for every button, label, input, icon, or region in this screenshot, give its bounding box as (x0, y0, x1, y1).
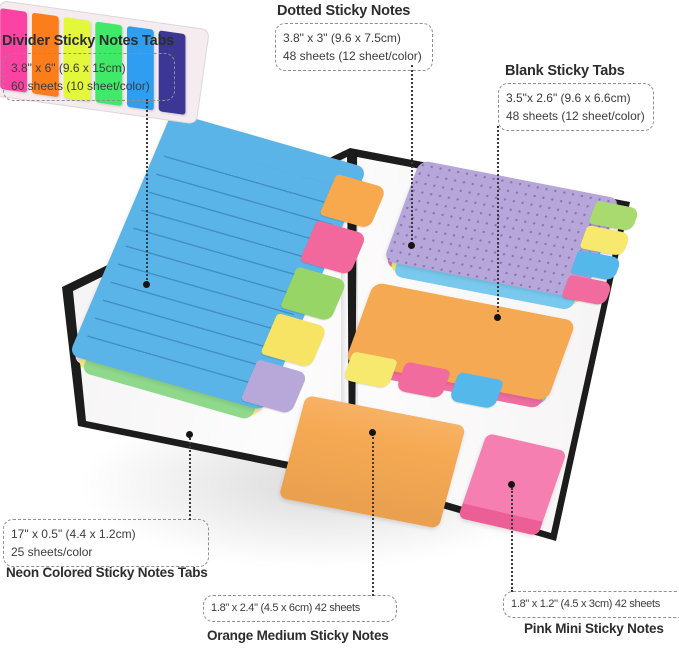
callout-divider-sheets: 60 sheets (10 sheet/color) (11, 79, 150, 93)
callout-blank-title: Blank Sticky Tabs (505, 63, 625, 79)
callout-dotted-title: Dotted Sticky Notes (277, 3, 411, 19)
callout-divider-details: 3.8" x 6" (9.6 x 15cm) 60 sheets (10 she… (3, 53, 175, 101)
callout-pink-mini-leader-line (511, 488, 513, 592)
callout-divider-dot (143, 281, 150, 288)
callout-blank-sheets: 48 sheets (12 sheet/color) (506, 109, 645, 123)
callout-neon-size: 17" x 0.5" (4.4 x 1.2cm) (11, 527, 136, 541)
dotted-notes-stack (383, 160, 640, 311)
callout-dotted-size: 3.8" x 3" (9.6 x 7.5cm) (283, 31, 401, 45)
callout-neon-leader-line (189, 438, 191, 520)
callout-dotted-dot (408, 242, 415, 249)
callout-neon-dot (186, 431, 193, 438)
callout-neon-sheets: 25 sheets/color (11, 545, 93, 559)
callout-orange-medium-size: 1.8" x 2.4" (4.5 x 6cm) 42 sheets (211, 602, 360, 614)
callout-blank-leader-line (497, 126, 499, 316)
callout-dotted-leader-line (411, 65, 413, 244)
callout-blank-dot (494, 314, 501, 321)
callout-pink-mini-dot (508, 481, 515, 488)
callout-orange-medium-details: 1.8" x 2.4" (4.5 x 6cm) 42 sheets (203, 595, 397, 623)
callout-orange-medium-leader-line (372, 437, 374, 596)
callout-blank-size: 3.5"x 2.6" (9.6 x 6.6cm) (506, 91, 631, 105)
callout-pink-mini-size: 1.8" x 1.2" (4.5 x 3cm) 42 sheets (511, 598, 660, 610)
callout-blank-details: 3.5"x 2.6" (9.6 x 6.6cm) 48 sheets (12 s… (498, 83, 654, 131)
callout-divider-title: Divider Sticky Notes Tabs (2, 33, 175, 49)
callout-orange-medium-dot (369, 429, 376, 436)
callout-pink-mini-title: Pink Mini Sticky Notes (524, 621, 664, 636)
callout-divider-size: 3.8" x 6" (9.6 x 15cm) (11, 61, 126, 75)
callout-divider-leader-line (146, 99, 148, 283)
callout-orange-medium-title: Orange Medium Sticky Notes (207, 628, 389, 643)
callout-neon-details: 17" x 0.5" (4.4 x 1.2cm) 25 sheets/color (3, 519, 209, 567)
callout-dotted-details: 3.8" x 3" (9.6 x 7.5cm) 48 sheets (12 sh… (275, 23, 433, 71)
callout-neon-title: Neon Colored Sticky Notes Tabs (6, 565, 208, 580)
callout-dotted-sheets: 48 sheets (12 sheet/color) (283, 49, 422, 63)
callout-pink-mini-details: 1.8" x 1.2" (4.5 x 3cm) 42 sheets (503, 591, 679, 619)
